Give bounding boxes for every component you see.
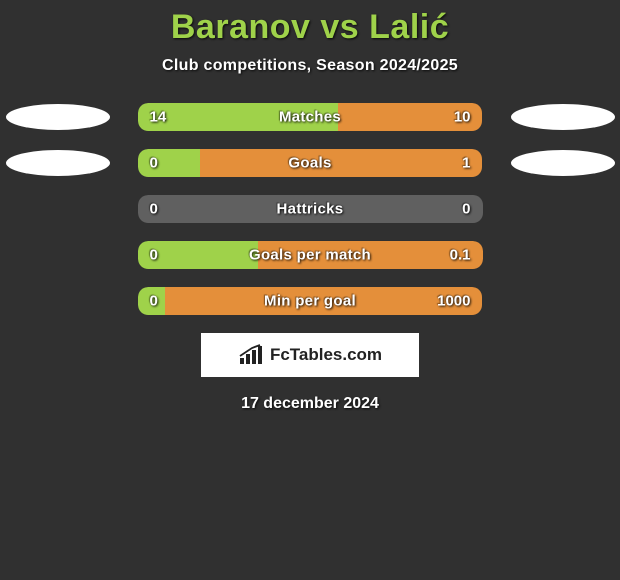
page-title: Baranov vs Lalić <box>0 8 620 47</box>
bar-segment-left <box>138 149 200 177</box>
subtitle: Club competitions, Season 2024/2025 <box>0 57 620 75</box>
brand-badge: FcTables.com <box>201 333 419 377</box>
bar-value-right: 0 <box>462 201 470 218</box>
left-ellipse-spacer <box>6 196 110 222</box>
stat-row: Goals per match 0 0.1 <box>0 241 620 269</box>
bar-value-left: 0 <box>150 201 158 218</box>
comparison-card: Baranov vs Lalić Club competitions, Seas… <box>0 0 620 413</box>
right-ellipse <box>511 104 615 130</box>
bar-value-left: 0 <box>150 155 158 172</box>
stat-row: Matches 14 10 <box>0 103 620 131</box>
bar-value-right: 0.1 <box>450 247 471 264</box>
right-ellipse-spacer <box>511 288 615 314</box>
bar-value-right: 1 <box>462 155 470 172</box>
bar-label: Min per goal <box>264 293 356 310</box>
stat-rows: Matches1410Goals01Hattricks00Goals per m… <box>0 103 620 315</box>
right-ellipse <box>511 150 615 176</box>
stat-bar: Goals 0 1 <box>138 149 483 177</box>
left-ellipse <box>6 104 110 130</box>
bar-label: Goals per match <box>249 247 371 264</box>
brand-text: FcTables.com <box>270 345 382 365</box>
left-ellipse-spacer <box>6 288 110 314</box>
bar-value-left: 14 <box>150 109 167 126</box>
bar-value-right: 10 <box>454 109 471 126</box>
stat-row: Goals 0 1 <box>0 149 620 177</box>
chart-icon <box>238 344 266 366</box>
stat-bar: Hattricks 0 0 <box>138 195 483 223</box>
stat-bar: Matches 14 10 <box>138 103 483 131</box>
left-ellipse <box>6 150 110 176</box>
right-ellipse-spacer <box>511 242 615 268</box>
right-ellipse-spacer <box>511 196 615 222</box>
stat-bar: Min per goal 0 1000 <box>138 287 483 315</box>
bar-value-right: 1000 <box>437 293 470 310</box>
bar-value-left: 0 <box>150 247 158 264</box>
left-ellipse-spacer <box>6 242 110 268</box>
bar-label: Matches <box>279 109 341 126</box>
bar-value-left: 0 <box>150 293 158 310</box>
bar-label: Hattricks <box>277 201 344 218</box>
date-label: 17 december 2024 <box>0 395 620 413</box>
stat-row: Hattricks 0 0 <box>0 195 620 223</box>
stat-bar: Goals per match 0 0.1 <box>138 241 483 269</box>
bar-label: Goals <box>288 155 331 172</box>
bar-segment-right <box>200 149 483 177</box>
stat-row: Min per goal 0 1000 <box>0 287 620 315</box>
